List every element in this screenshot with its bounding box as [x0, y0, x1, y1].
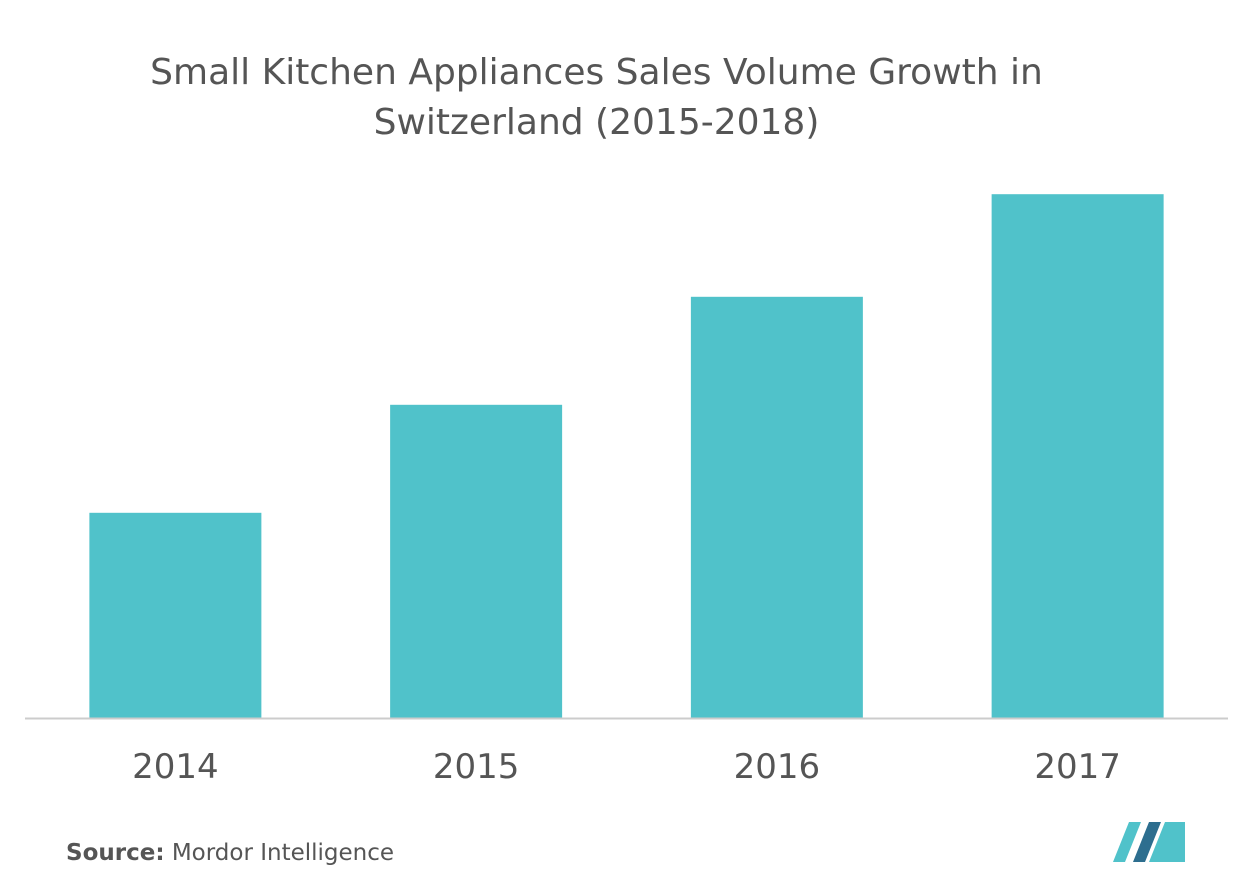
- bar-2015: [390, 404, 563, 718]
- mordor-intelligence-logo-icon: [1113, 822, 1185, 862]
- bar-2014: [89, 512, 262, 718]
- source-text: Mordor Intelligence: [171, 840, 395, 866]
- chart-title-line-1: Small Kitchen Appliances Sales Volume Gr…: [150, 52, 1043, 93]
- source-note: Source: Mordor Intelligence: [66, 840, 394, 866]
- x-tick-label: 2016: [734, 747, 821, 787]
- x-tick-label: 2017: [1034, 747, 1121, 787]
- x-tick-label: 2014: [132, 747, 219, 787]
- x-tick-label: 2015: [433, 747, 520, 787]
- chart-title-line-2: Switzerland (2015-2018): [373, 102, 820, 143]
- source-label: Source:: [66, 840, 165, 866]
- bar-2016: [690, 296, 863, 718]
- bar-2017: [991, 194, 1164, 718]
- chart-title: Small Kitchen Appliances Sales Volume Gr…: [0, 48, 1193, 148]
